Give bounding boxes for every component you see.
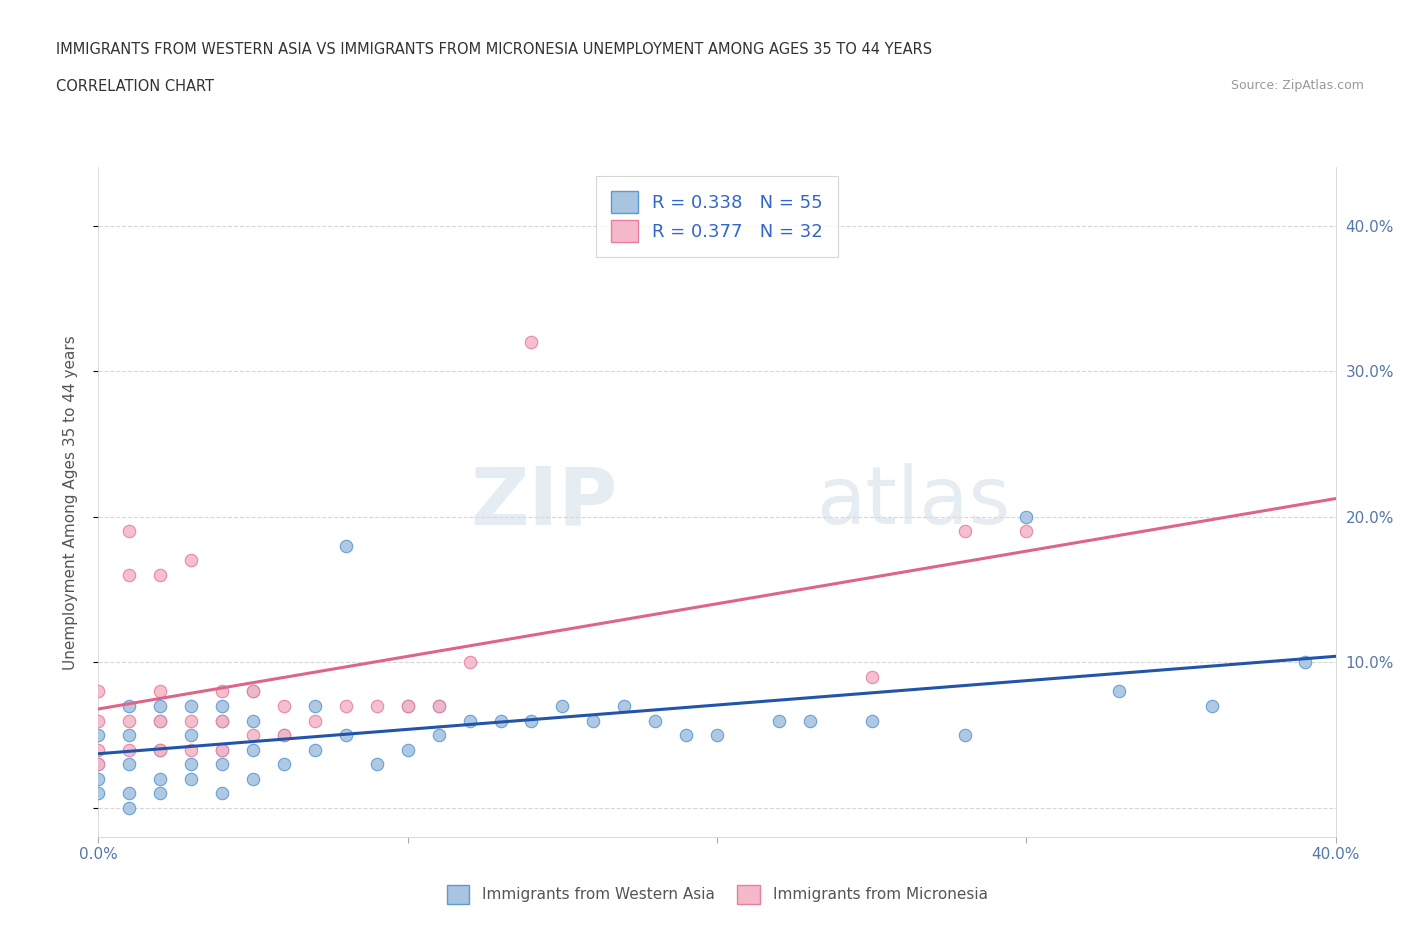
Point (149, 567, 172, 582)
Point (87, 742, 110, 757)
Point (118, 713, 141, 728)
Point (87, 757, 110, 772)
Point (211, 713, 233, 728)
Point (1015, 524, 1038, 538)
Point (551, 698, 574, 713)
Point (366, 757, 388, 772)
Point (180, 727, 202, 742)
Point (675, 727, 697, 742)
Point (458, 713, 481, 728)
Point (242, 742, 264, 757)
Point (427, 698, 450, 713)
Point (118, 567, 141, 582)
Point (149, 742, 172, 757)
Legend: Immigrants from Western Asia, Immigrants from Micronesia: Immigrants from Western Asia, Immigrants… (440, 879, 994, 910)
Point (149, 698, 172, 713)
Point (242, 684, 264, 698)
Point (149, 713, 172, 728)
Point (118, 757, 141, 772)
Point (118, 801, 141, 816)
Point (366, 698, 388, 713)
Point (1015, 510, 1038, 525)
Point (118, 727, 141, 742)
Point (427, 698, 450, 713)
Point (118, 698, 141, 713)
Point (180, 698, 202, 713)
Point (335, 727, 357, 742)
Point (211, 757, 233, 772)
Text: atlas: atlas (815, 463, 1011, 541)
Point (304, 742, 326, 757)
Point (118, 786, 141, 801)
Point (768, 713, 790, 728)
Point (304, 713, 326, 728)
Y-axis label: Unemployment Among Ages 35 to 44 years: Unemployment Among Ages 35 to 44 years (63, 335, 77, 670)
Point (87, 727, 110, 742)
Point (953, 727, 976, 742)
Point (458, 655, 481, 670)
Point (1108, 684, 1130, 698)
Point (242, 684, 264, 698)
Point (149, 742, 172, 757)
Point (118, 524, 141, 538)
Point (211, 786, 233, 801)
Point (180, 713, 202, 728)
Point (520, 335, 543, 350)
Point (242, 727, 264, 742)
Point (180, 771, 202, 786)
Point (396, 742, 419, 757)
Point (953, 524, 976, 538)
Text: Source: ZipAtlas.com: Source: ZipAtlas.com (1230, 79, 1364, 92)
Point (87, 713, 110, 728)
Point (87, 771, 110, 786)
Point (180, 757, 202, 772)
Point (87, 757, 110, 772)
Point (149, 771, 172, 786)
Point (149, 713, 172, 728)
Point (149, 786, 172, 801)
Point (799, 713, 821, 728)
Point (118, 742, 141, 757)
Point (1294, 655, 1316, 670)
Point (706, 727, 728, 742)
Point (87, 786, 110, 801)
Point (242, 713, 264, 728)
Point (211, 684, 233, 698)
Point (335, 538, 357, 553)
Point (273, 727, 295, 742)
Point (211, 742, 233, 757)
Text: ZIP: ZIP (471, 463, 619, 541)
Point (644, 713, 666, 728)
Point (613, 698, 636, 713)
Point (860, 670, 883, 684)
Point (396, 698, 419, 713)
Point (304, 698, 326, 713)
Point (149, 684, 172, 698)
Point (87, 684, 110, 698)
Point (489, 713, 512, 728)
Point (860, 713, 883, 728)
Point (273, 757, 295, 772)
Point (427, 727, 450, 742)
Text: IMMIGRANTS FROM WESTERN ASIA VS IMMIGRANTS FROM MICRONESIA UNEMPLOYMENT AMONG AG: IMMIGRANTS FROM WESTERN ASIA VS IMMIGRAN… (56, 42, 932, 57)
Point (582, 713, 605, 728)
Point (520, 713, 543, 728)
Point (180, 742, 202, 757)
Point (242, 771, 264, 786)
Point (211, 698, 233, 713)
Point (180, 553, 202, 568)
Point (335, 698, 357, 713)
Point (273, 698, 295, 713)
Point (211, 713, 233, 728)
Point (396, 698, 419, 713)
Text: CORRELATION CHART: CORRELATION CHART (56, 79, 214, 94)
Point (211, 742, 233, 757)
Point (273, 727, 295, 742)
Point (1201, 698, 1223, 713)
